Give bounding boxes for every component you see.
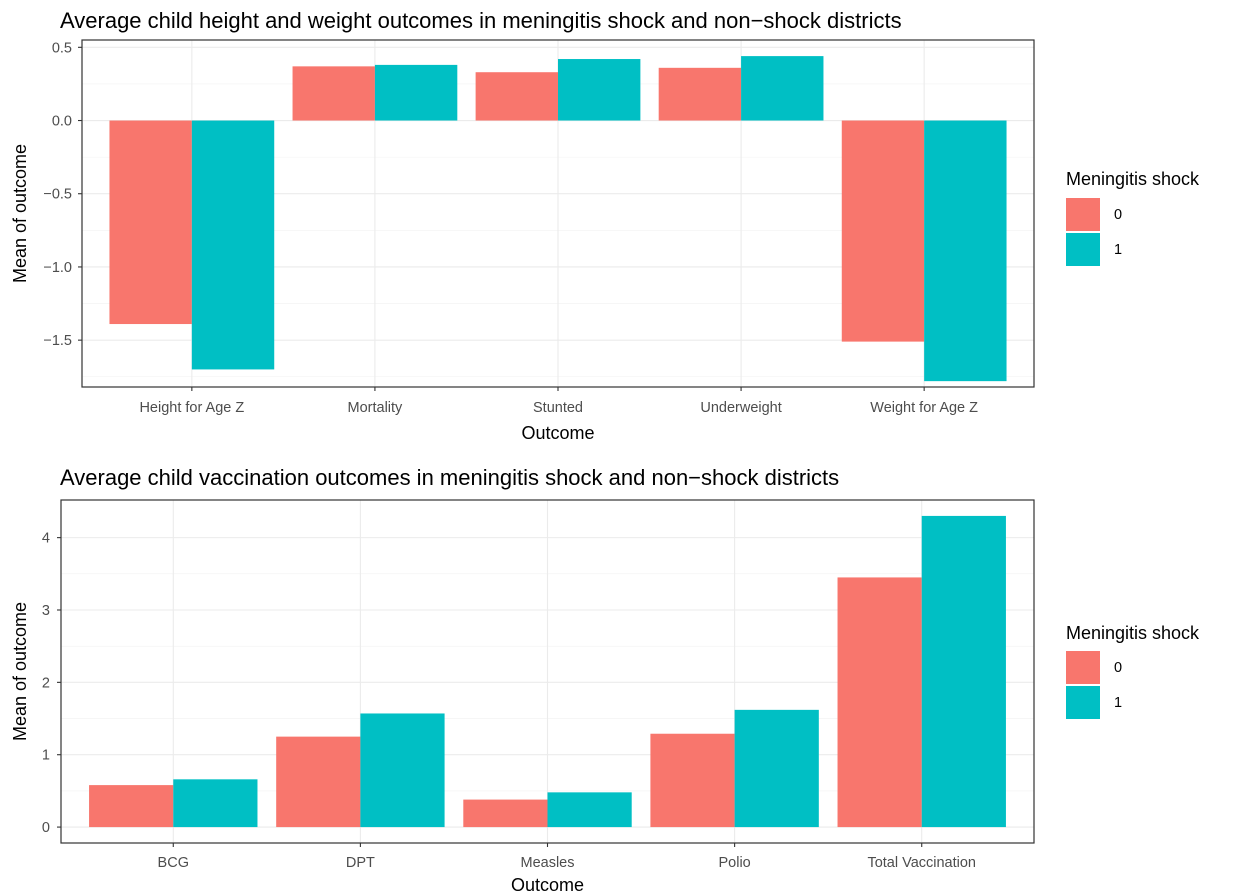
bar-polio-series-1 xyxy=(734,709,819,828)
bar-bcg-series-1 xyxy=(173,779,258,828)
legend: Meningitis shock 0 1 xyxy=(1066,169,1200,266)
y-axis-title: Mean of outcome xyxy=(10,602,30,741)
legend-title: Meningitis shock xyxy=(1066,623,1200,643)
y-tick-label: −1.0 xyxy=(43,260,72,276)
legend-key-1 xyxy=(1066,233,1100,266)
bar-dpt-series-1 xyxy=(360,713,445,828)
bar-total-vaccination-series-1 xyxy=(921,515,1006,828)
y-tick-label: 3 xyxy=(42,603,50,619)
legend-label: 0 xyxy=(1114,207,1122,223)
y-tick-label: 4 xyxy=(42,531,50,547)
chart-2: Average child vaccination outcomes in me… xyxy=(10,465,1200,894)
bar-weight-for-age-z-series-1 xyxy=(924,120,1007,382)
y-tick-label: 0 xyxy=(42,820,50,836)
x-tick-label: DPT xyxy=(346,855,375,871)
y-tick-label: 0.0 xyxy=(52,114,72,130)
legend-label: 0 xyxy=(1114,660,1122,676)
chart-title: Average child height and weight outcomes… xyxy=(60,8,902,33)
legend-label: 1 xyxy=(1114,695,1122,711)
bar-weight-for-age-z-series-0 xyxy=(841,120,925,342)
x-tick-label: Mortality xyxy=(348,400,404,416)
x-axis-title: Outcome xyxy=(511,875,584,894)
x-tick-label: Total Vaccination xyxy=(867,855,976,871)
legend: Meningitis shock 0 1 xyxy=(1066,623,1200,719)
bars xyxy=(109,56,1007,382)
chart-title: Average child vaccination outcomes in me… xyxy=(60,465,839,490)
chart-1: Average child height and weight outcomes… xyxy=(10,8,1200,443)
x-axis: Height for Age Z Mortality Stunted Underwei… xyxy=(139,387,978,416)
x-tick-label: Polio xyxy=(718,855,750,871)
bar-measles-series-1 xyxy=(547,792,632,828)
x-tick-label: Weight for Age Z xyxy=(870,400,978,416)
bar-height-for-age-z-series-0 xyxy=(109,120,192,325)
y-tick-label: 2 xyxy=(42,675,50,691)
bar-total-vaccination-series-0 xyxy=(837,577,922,828)
y-axis-title: Mean of outcome xyxy=(10,144,30,283)
legend-key-0 xyxy=(1066,651,1100,684)
bar-measles-series-0 xyxy=(463,799,548,828)
x-tick-label: Height for Age Z xyxy=(139,400,244,416)
y-tick-label: −1.5 xyxy=(43,333,72,349)
y-axis: −1.5 −1.0 −0.5 0.0 0.5 xyxy=(43,40,82,349)
x-axis-title: Outcome xyxy=(521,423,594,443)
bars xyxy=(89,515,1006,828)
bar-mortality-series-0 xyxy=(292,66,375,121)
bar-stunted-series-0 xyxy=(475,72,558,121)
bar-height-for-age-z-series-1 xyxy=(191,120,275,370)
legend-key-0 xyxy=(1066,198,1100,231)
bar-stunted-series-1 xyxy=(558,59,641,121)
legend-label: 1 xyxy=(1114,242,1122,258)
legend-key-1 xyxy=(1066,686,1100,719)
y-tick-label: −0.5 xyxy=(43,187,72,203)
x-tick-label: Underweight xyxy=(700,400,781,416)
legend-title: Meningitis shock xyxy=(1066,169,1200,189)
y-tick-label: 1 xyxy=(42,748,50,764)
y-axis: 0 1 2 3 4 xyxy=(42,531,61,836)
y-tick-label: 0.5 xyxy=(52,40,72,56)
bar-bcg-series-0 xyxy=(89,785,174,828)
x-tick-label: BCG xyxy=(158,855,189,871)
x-axis: BCG DPT Measles Polio Total Vaccination xyxy=(158,843,976,871)
bar-underweight-series-1 xyxy=(741,56,824,121)
bar-underweight-series-0 xyxy=(658,67,742,121)
bar-polio-series-0 xyxy=(650,733,735,828)
bar-dpt-series-0 xyxy=(276,736,361,828)
x-tick-label: Measles xyxy=(521,855,575,871)
x-tick-label: Stunted xyxy=(533,400,583,416)
bar-mortality-series-1 xyxy=(374,64,458,121)
